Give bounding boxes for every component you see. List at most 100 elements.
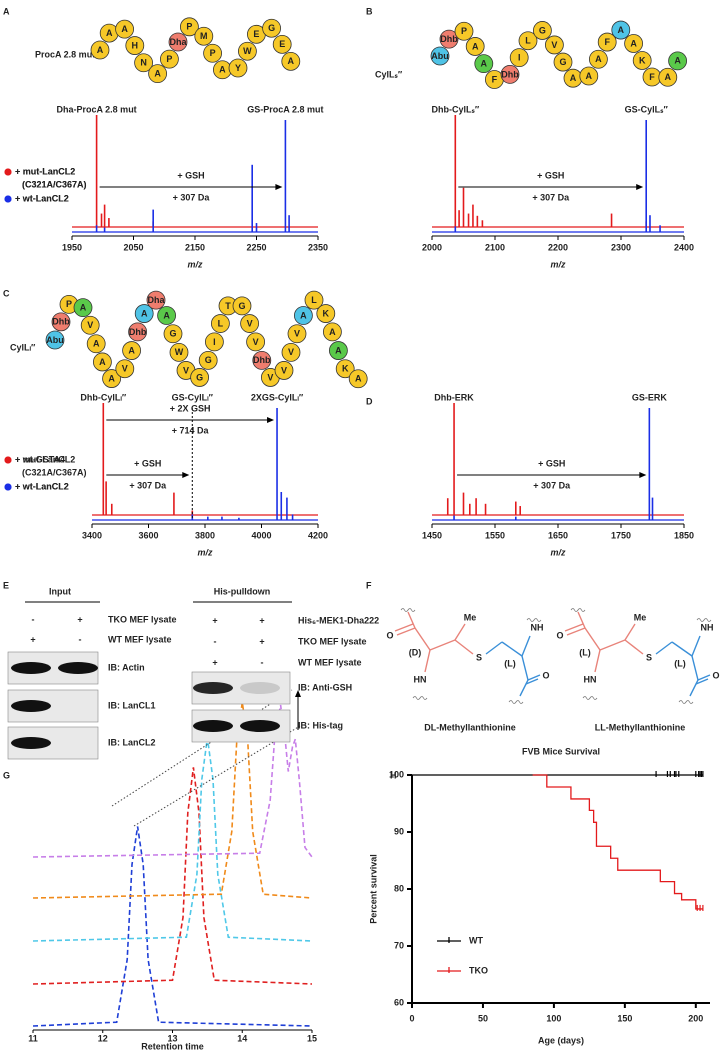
legend-marker bbox=[4, 168, 12, 176]
residue-label: Dha bbox=[169, 37, 187, 47]
panel-letter: B bbox=[366, 6, 373, 16]
atom-label: O bbox=[542, 670, 549, 680]
legend-marker bbox=[4, 483, 12, 491]
arrow-head bbox=[275, 184, 283, 190]
arrow-label: + GSH bbox=[134, 458, 161, 468]
bond bbox=[454, 623, 466, 641]
arrow-label: + GSH bbox=[537, 170, 564, 180]
panel-letter: C bbox=[3, 288, 10, 298]
residue bbox=[102, 369, 121, 388]
residue bbox=[533, 21, 552, 40]
residue-label: G bbox=[205, 355, 212, 365]
bond bbox=[429, 639, 456, 651]
x-axis-label: m/z bbox=[550, 547, 566, 557]
residue-label: L bbox=[218, 318, 224, 328]
legend-label: TKO bbox=[469, 965, 488, 975]
bond bbox=[584, 627, 601, 651]
x-tick-label: 2350 bbox=[308, 242, 328, 252]
residue bbox=[51, 312, 71, 332]
residue-label: A bbox=[93, 339, 100, 349]
residue-label: I bbox=[518, 53, 521, 63]
peak-label: GS-ProcA 2.8 mut bbox=[247, 104, 323, 114]
arrow-label: + 2X GSH bbox=[170, 403, 211, 413]
blot-band bbox=[193, 682, 233, 694]
wavy-bond bbox=[412, 696, 428, 700]
trace bbox=[32, 704, 313, 858]
residue-label: A bbox=[674, 56, 681, 66]
x-tick-label: 2300 bbox=[611, 242, 631, 252]
residue-label: I bbox=[213, 337, 216, 347]
blot-label: IB: His-tag bbox=[298, 720, 343, 730]
x-axis-label: m/z bbox=[197, 547, 213, 557]
residue-label: F bbox=[492, 74, 498, 84]
peptide-name: CylLₛ″ bbox=[375, 69, 403, 79]
residue-label: W bbox=[175, 347, 184, 357]
bond bbox=[697, 674, 711, 681]
x-tick-label: 4200 bbox=[308, 530, 328, 540]
residue bbox=[148, 64, 168, 84]
residue-label: A bbox=[586, 71, 593, 81]
lane-sign: + bbox=[212, 657, 217, 667]
chart-title: FVB Mice Survival bbox=[522, 746, 600, 756]
peak-label: 2XGS-CylLₗ″ bbox=[251, 392, 304, 402]
residue bbox=[246, 332, 266, 352]
bond bbox=[521, 655, 529, 681]
x-tick-label: 1750 bbox=[611, 530, 631, 540]
residue bbox=[204, 332, 224, 352]
y-tick-label: 80 bbox=[394, 883, 404, 893]
residue bbox=[304, 290, 324, 310]
residue-label: V bbox=[183, 365, 189, 375]
residue bbox=[198, 350, 218, 370]
residue bbox=[134, 304, 154, 323]
residue-label: Dhb bbox=[253, 355, 271, 365]
bond bbox=[689, 679, 699, 697]
arrow-label: + 307 Da bbox=[533, 480, 571, 490]
x-tick-label: 1850 bbox=[674, 530, 694, 540]
residue-label: A bbox=[80, 303, 87, 313]
residue-label: V bbox=[294, 329, 300, 339]
lane-sign: - bbox=[79, 634, 82, 644]
x-tick-label: 150 bbox=[617, 1013, 632, 1023]
peak-label: Dhb-ERK bbox=[434, 392, 474, 402]
residue-label: V bbox=[551, 40, 557, 50]
x-tick-label: 3400 bbox=[82, 530, 102, 540]
residue-label: F bbox=[649, 72, 655, 82]
atom-label: NH bbox=[701, 622, 714, 632]
bond bbox=[624, 623, 636, 641]
atom-label: Me bbox=[634, 612, 647, 622]
arrow-head bbox=[267, 417, 275, 423]
residue-label: K bbox=[639, 55, 646, 65]
residue-label: A bbox=[355, 374, 362, 384]
row-label: WT MEF lysate bbox=[298, 657, 362, 667]
residue-label: G bbox=[169, 329, 176, 339]
arrow-head bbox=[636, 184, 644, 190]
residue bbox=[93, 352, 112, 372]
row-label: TKO MEF lysate bbox=[298, 636, 367, 646]
bond bbox=[525, 678, 539, 685]
blot-group-title: Input bbox=[49, 586, 71, 596]
x-tick-label: 2200 bbox=[548, 242, 568, 252]
x-axis-label: Retention time bbox=[141, 1041, 204, 1050]
blot-band bbox=[193, 720, 233, 732]
trace bbox=[32, 702, 313, 899]
residue-label: A bbox=[595, 54, 602, 64]
atom-label: (L) bbox=[674, 658, 686, 668]
residue bbox=[281, 51, 301, 71]
lane-sign: - bbox=[261, 657, 264, 667]
x-axis-label: m/z bbox=[187, 259, 203, 269]
bond bbox=[424, 649, 431, 673]
bond bbox=[691, 635, 701, 657]
peak-label: Dhb-CylLₗ″ bbox=[80, 392, 126, 402]
peptide-name: ProcA 2.8 mut bbox=[35, 49, 95, 59]
residue bbox=[163, 324, 183, 344]
residue-label: K bbox=[342, 364, 349, 374]
residue bbox=[316, 304, 336, 323]
bond bbox=[485, 641, 503, 655]
legend-label: + mut-LanCL2 bbox=[15, 166, 75, 176]
residue bbox=[86, 334, 106, 354]
atom-label: (L) bbox=[504, 658, 516, 668]
x-tick-label: 2100 bbox=[485, 242, 505, 252]
panel-letter: E bbox=[3, 580, 9, 590]
